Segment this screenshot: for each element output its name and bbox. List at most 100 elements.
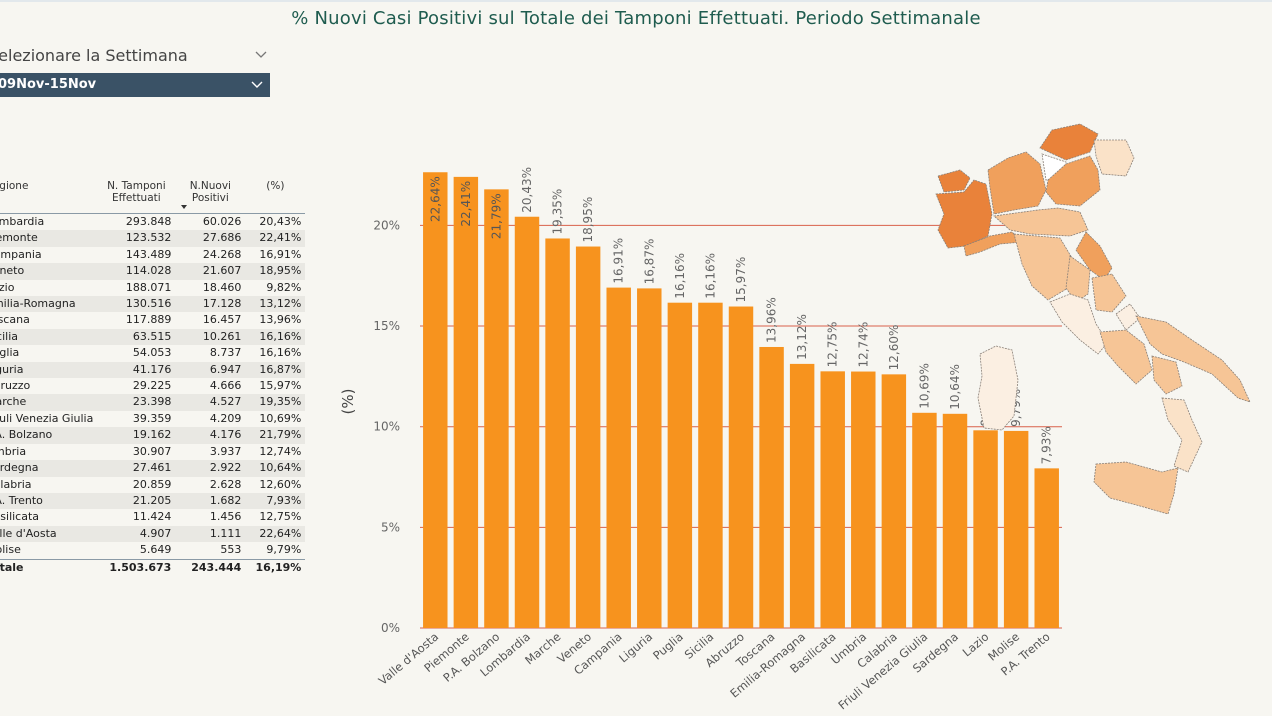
total-positivi: 243.444 bbox=[175, 558, 246, 576]
total-label: Totale bbox=[0, 558, 98, 576]
column-header-positivi[interactable]: N.Nuovi Positivi bbox=[175, 178, 246, 214]
chevron-down-icon[interactable] bbox=[254, 48, 268, 62]
cell-pct: 13,12% bbox=[245, 296, 306, 313]
table-row[interactable]: Molise 5.649 553 9,79% bbox=[0, 542, 305, 559]
cell-positivi: 2.628 bbox=[209, 477, 242, 491]
table-row[interactable]: Friuli Venezia Giulia 39.359 4.209 10,69% bbox=[0, 411, 305, 427]
week-dropdown-value: 09Nov-15Nov bbox=[0, 77, 97, 92]
bar bbox=[545, 238, 570, 629]
cell-pct: 18,95% bbox=[245, 263, 306, 280]
map-region-puglia[interactable] bbox=[1135, 315, 1251, 403]
cell-region: Valle d'Aosta bbox=[0, 525, 98, 543]
x-tick-label: Puglia bbox=[650, 630, 686, 663]
data-label: 13,12% bbox=[795, 314, 809, 360]
map-region-calabria[interactable] bbox=[1161, 397, 1203, 473]
bar bbox=[942, 413, 968, 628]
data-label: 12,60% bbox=[887, 325, 901, 371]
bar bbox=[423, 172, 448, 629]
table-row[interactable]: Lazio 188.071 18.460 9,82% bbox=[0, 280, 305, 296]
bar bbox=[514, 216, 540, 628]
bar bbox=[728, 306, 754, 628]
cell-region: Campania bbox=[0, 247, 42, 261]
total-pct: 16,19% bbox=[245, 558, 306, 576]
cell-positivi: 6.947 bbox=[175, 361, 246, 379]
cell-region: Friuli Venezia Giulia bbox=[0, 411, 94, 425]
table-row[interactable]: Toscana 117.889 16.457 13,96% bbox=[0, 312, 305, 328]
map-region-campania[interactable] bbox=[1099, 329, 1153, 385]
map-region-toscana[interactable] bbox=[1013, 233, 1073, 301]
cell-region: P.A. Trento bbox=[0, 492, 98, 510]
cell-pct: 16,16% bbox=[259, 346, 302, 360]
column-header-tamponi[interactable]: N. Tamponi Effettuati bbox=[97, 178, 176, 214]
map-region-lombardia[interactable] bbox=[987, 151, 1047, 215]
cell-region: Puglia bbox=[0, 346, 20, 360]
data-label: 7,93% bbox=[1040, 426, 1054, 464]
column-header-pct[interactable]: (%) bbox=[245, 178, 306, 214]
map-region-sicilia[interactable] bbox=[1093, 461, 1179, 515]
cell-region: P.A. Bolzano bbox=[0, 427, 98, 444]
x-tick-label: Liguria bbox=[616, 630, 655, 666]
column-header-region[interactable]: Regione bbox=[0, 178, 98, 214]
cell-tamponi: 11.424 bbox=[132, 510, 172, 524]
cell-positivi: 1.682 bbox=[175, 492, 246, 510]
data-label: 13,96% bbox=[765, 297, 779, 343]
table-row[interactable]: Campania 143.489 24.268 16,91% bbox=[0, 247, 305, 263]
cell-region: Sardegna bbox=[0, 460, 98, 477]
cell-tamponi: 114.028 bbox=[97, 263, 176, 280]
bar bbox=[912, 412, 937, 628]
map-region-liguria[interactable] bbox=[963, 231, 1023, 257]
map-region-bolzano[interactable] bbox=[1039, 123, 1099, 161]
map-region-piemonte[interactable] bbox=[935, 179, 993, 249]
map-region-emilia-romagna[interactable] bbox=[993, 207, 1089, 237]
bar bbox=[881, 374, 907, 628]
cell-pct: 16,87% bbox=[245, 361, 306, 379]
week-dropdown[interactable]: 09Nov-15Nov bbox=[0, 73, 270, 97]
y-axis-label: (%) bbox=[339, 389, 357, 415]
cell-pct: 16,91% bbox=[259, 247, 302, 261]
map-region-abruzzo[interactable] bbox=[1091, 273, 1127, 313]
bar bbox=[820, 371, 845, 628]
y-tick-label: 10% bbox=[373, 420, 400, 434]
cell-region: Molise bbox=[0, 543, 21, 557]
table-row[interactable]: Basilicata 11.424 1.456 12,75% bbox=[0, 509, 305, 525]
cell-region: Lombardia bbox=[0, 215, 45, 228]
table-row[interactable]: Abruzzo 29.225 4.666 15,97% bbox=[0, 378, 305, 394]
map-region-sardegna[interactable] bbox=[977, 345, 1019, 431]
data-label: 10,69% bbox=[917, 363, 931, 409]
map-region-valle-aosta[interactable] bbox=[937, 169, 971, 193]
table-row[interactable]: Umbria 30.907 3.937 12,74% bbox=[0, 444, 305, 460]
cell-positivi: 4.527 bbox=[175, 394, 246, 411]
cell-tamponi: 293.848 bbox=[125, 215, 172, 228]
table-body: Lombardia 293.848 60.026 20,43% Piemonte123.… bbox=[0, 214, 306, 560]
table-row[interactable]: Lombardia 293.848 60.026 20,43% bbox=[0, 214, 305, 231]
cell-positivi: 4.666 bbox=[209, 379, 242, 393]
cell-pct: 9,79% bbox=[266, 543, 302, 557]
map-region-marche[interactable] bbox=[1075, 231, 1113, 281]
data-label: 16,16% bbox=[703, 253, 717, 299]
sort-desc-icon bbox=[181, 205, 188, 209]
cell-tamponi: 54.053 bbox=[132, 346, 172, 360]
cell-positivi: 553 bbox=[220, 543, 242, 557]
cell-region: Piemonte bbox=[0, 230, 98, 247]
table-row[interactable]: Puglia 54.053 8.737 16,16% bbox=[0, 345, 305, 361]
data-label: 16,91% bbox=[612, 238, 626, 284]
map-region-friuli[interactable] bbox=[1093, 139, 1135, 177]
cell-positivi: 4.209 bbox=[209, 411, 242, 425]
week-filter-label: Selezionare la Settimana bbox=[0, 46, 188, 65]
map-region-basilicata[interactable] bbox=[1151, 355, 1183, 395]
cell-pct: 22,41% bbox=[245, 230, 306, 247]
table-row[interactable]: Calabria 20.859 2.628 12,60% bbox=[0, 477, 305, 493]
map-region-veneto[interactable] bbox=[1045, 155, 1101, 207]
cell-pct: 10,69% bbox=[259, 411, 302, 425]
cell-pct: 12,75% bbox=[259, 510, 302, 524]
